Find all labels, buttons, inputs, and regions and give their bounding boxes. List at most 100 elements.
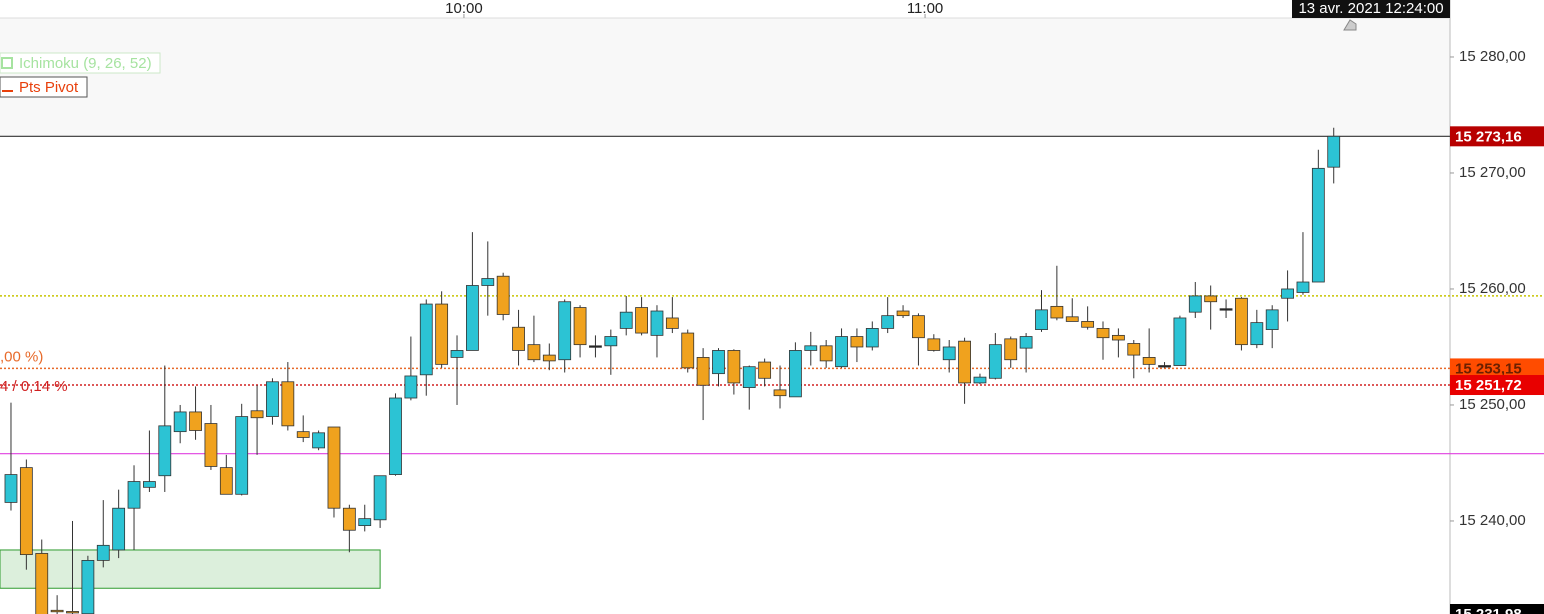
level-label-bg [1450, 604, 1544, 614]
candle-body [542, 354, 556, 362]
candle-body [1296, 281, 1310, 293]
y-tick-label: 15 260,00 [1459, 280, 1526, 297]
candle-body [327, 426, 341, 509]
candle-body [481, 278, 495, 286]
candle-body [758, 361, 772, 379]
legend-label: Pts Pivot [19, 79, 79, 96]
candle-body [1158, 365, 1171, 368]
candle-body [573, 307, 587, 346]
y-tick-label: 15 250,00 [1459, 396, 1526, 413]
candle-body [173, 411, 187, 433]
candle-body [112, 507, 126, 551]
candle-body [419, 303, 433, 376]
candle-body [1111, 334, 1125, 341]
candle-body [681, 332, 695, 369]
candle-body [250, 410, 264, 419]
candle-body [1265, 309, 1279, 330]
cursor-label: 13 avr. 2021 12:24:00 [1298, 0, 1443, 17]
candle-body [189, 411, 202, 431]
candle-body [635, 307, 648, 334]
candle-body [66, 611, 79, 614]
candle-body [50, 609, 64, 613]
candle-body [896, 310, 910, 317]
zone [0, 549, 381, 589]
candle-body [466, 285, 479, 351]
candle-body [1065, 316, 1079, 322]
candle-body [604, 336, 618, 347]
candle-body [296, 431, 310, 438]
level-label: 15 273,16 [1455, 128, 1522, 145]
candle-body [143, 481, 156, 488]
candle-body [219, 467, 233, 495]
level-label-bg [1450, 358, 1544, 379]
candle-body [619, 311, 633, 329]
cursor-label-bg [1292, 0, 1450, 18]
candle-body [404, 375, 418, 399]
upper-band [0, 18, 1450, 137]
candle-body [204, 423, 218, 467]
level-label: 15 231,98 [1455, 606, 1522, 614]
candle-body [127, 481, 141, 509]
candle-body [1204, 295, 1218, 303]
candle-body [742, 366, 756, 388]
candle-body [342, 507, 356, 531]
candle-body [912, 315, 925, 339]
legend-label: Ichimoku (9, 26, 52) [19, 55, 152, 72]
candle-body [1250, 322, 1264, 346]
candle-body [266, 381, 279, 417]
candle-body [773, 389, 787, 397]
level-label-bg [1450, 375, 1544, 396]
legend-box [0, 76, 88, 98]
candle-body [927, 338, 941, 351]
candle-body [727, 350, 741, 384]
candle-body [958, 340, 971, 384]
level-label-bg [1450, 126, 1544, 147]
candle-body [1219, 308, 1233, 311]
candle-body [1081, 321, 1095, 328]
candle-body [835, 336, 848, 368]
candle-body [788, 350, 802, 398]
candle-body [665, 317, 679, 329]
candle-body [1035, 309, 1048, 330]
candle-body [973, 376, 987, 384]
candle-body [1281, 288, 1294, 299]
candle-body [881, 315, 895, 329]
candle-body [1096, 328, 1110, 339]
level-annotation: 4 / 0,14 % [0, 378, 68, 395]
candle-body [819, 345, 833, 362]
x-tick-label: 10:00 [445, 0, 483, 17]
candle-body [4, 474, 18, 503]
candle-body [373, 475, 387, 521]
candle-body [558, 301, 572, 361]
candle-body [312, 432, 325, 449]
candle-body [450, 350, 464, 358]
y-tick-label: 15 270,00 [1459, 164, 1526, 181]
legend-swatch [2, 90, 13, 92]
candle-body [1019, 336, 1033, 349]
candle-body [650, 310, 664, 336]
candle-body [435, 303, 449, 365]
level-label: 15 251,72 [1455, 377, 1522, 394]
candle-body [850, 336, 864, 348]
level-label: 15 253,15 [1455, 360, 1522, 377]
candle-body [1127, 343, 1141, 356]
y-tick-label: 15 240,00 [1459, 512, 1526, 529]
candle-body [1142, 357, 1156, 365]
candle-body [1188, 295, 1202, 313]
candle-body [158, 425, 172, 477]
candle-body [988, 344, 1002, 379]
candle-body [496, 275, 510, 315]
level-annotation: ,00 %) [0, 348, 43, 365]
candle-body [96, 544, 110, 561]
candle-body [512, 326, 525, 351]
candle-body [19, 467, 33, 556]
candle-body [389, 397, 402, 475]
candle-body [35, 553, 49, 614]
candle-body [589, 345, 602, 348]
candle-body [1004, 338, 1018, 361]
candle-body [696, 357, 710, 386]
candle-body [527, 344, 541, 361]
x-tick-label: 11:00 [907, 0, 943, 17]
candle-body [804, 345, 818, 351]
